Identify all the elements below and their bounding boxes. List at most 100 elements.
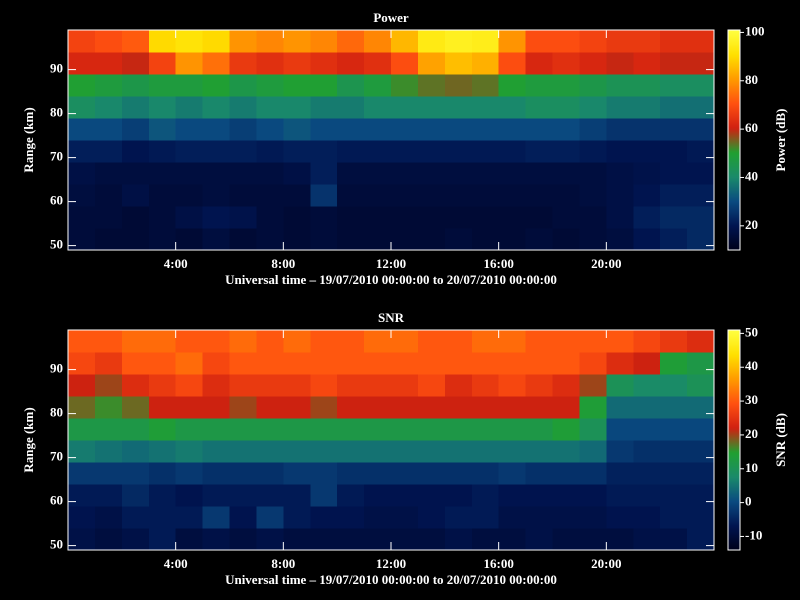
heatmap-cell (471, 506, 500, 529)
heatmap-cell (633, 140, 661, 163)
colorbar-segment (728, 452, 740, 455)
heatmap-cell (471, 528, 500, 551)
heatmap-cell (498, 506, 527, 529)
heatmap-cell (283, 484, 311, 507)
colorbar-segment (728, 430, 740, 433)
heatmap-cell (391, 228, 419, 251)
heatmap-cell (498, 96, 527, 119)
heatmap-cell (121, 418, 150, 441)
heatmap-cell (148, 184, 177, 207)
heatmap-cell (525, 528, 553, 551)
colorbar-segment (728, 488, 740, 491)
colorbar-segment (728, 86, 740, 89)
heatmap-cell (444, 162, 473, 185)
heatmap-cell (552, 418, 580, 441)
heatmap-cell (283, 440, 311, 463)
colorbar-segment (728, 388, 740, 391)
colorbar-segment (728, 168, 740, 171)
heatmap-cell (202, 440, 230, 463)
x-tick-label: 12:00 (376, 556, 406, 571)
colorbar-segment (728, 98, 740, 101)
heatmap-cell (310, 440, 338, 463)
heatmap-cell (121, 330, 150, 353)
colorbar-segment (728, 512, 740, 515)
heatmap-cell (229, 440, 257, 463)
heatmap-cell (579, 440, 607, 463)
colorbar-segment (728, 110, 740, 113)
heatmap-cell (498, 374, 527, 397)
heatmap-cell (229, 74, 257, 97)
heatmap-cell (256, 206, 284, 229)
heatmap-cell (364, 228, 392, 251)
heatmap-cell (552, 440, 580, 463)
colorbar-segment (728, 360, 740, 363)
colorbar-segment (728, 522, 740, 525)
heatmap-cell (148, 140, 177, 163)
heatmap-cell (525, 96, 553, 119)
colorbar-segment (728, 538, 740, 541)
colorbar-segment (728, 516, 740, 519)
heatmap-cell (552, 52, 580, 75)
heatmap-cell (579, 96, 607, 119)
heatmap-cell (310, 462, 338, 485)
heatmap-cell (94, 184, 123, 207)
colorbar-segment (728, 140, 740, 143)
heatmap-cell (310, 484, 338, 507)
heatmap-cell (552, 462, 580, 485)
colorbar-segment (728, 534, 740, 537)
colorbar-segment (728, 492, 740, 495)
heatmap-cell (687, 374, 715, 397)
heatmap-cell (364, 30, 392, 53)
colorbar-segment (728, 390, 740, 393)
x-tick-label: 16:00 (483, 556, 513, 571)
colorbar-segment (728, 144, 740, 147)
colorbar-segment (728, 56, 740, 59)
heatmap-cell (417, 30, 446, 53)
heatmap-cell (471, 352, 500, 375)
colorbar-segment (728, 232, 740, 235)
colorbar-segment (728, 408, 740, 411)
colorbar-segment (728, 406, 740, 409)
heatmap-cell (94, 418, 123, 441)
heatmap-cell (687, 330, 715, 353)
colorbar-segment (728, 36, 740, 39)
heatmap-cell (94, 484, 123, 507)
colorbar-segment (728, 404, 740, 407)
heatmap-cell (444, 484, 473, 507)
colorbar-segment (728, 68, 740, 71)
heatmap-cell (471, 140, 500, 163)
heatmap-cell (687, 352, 715, 375)
heatmap-cell (633, 462, 661, 485)
colorbar-segment (728, 100, 740, 103)
colorbar-tick-label: 40 (745, 358, 758, 373)
colorbar-segment (728, 30, 740, 33)
colorbar-segment (728, 472, 740, 475)
heatmap-cell (498, 162, 527, 185)
colorbar-segment (728, 448, 740, 451)
colorbar-segment (728, 42, 740, 45)
colorbar-segment (728, 230, 740, 233)
heatmap-cell (525, 30, 553, 53)
heatmap-cell (175, 184, 204, 207)
heatmap-cell (660, 184, 688, 207)
colorbar-segment (728, 398, 740, 401)
heatmap-cell (417, 396, 446, 419)
heatmap-cell (444, 462, 473, 485)
heatmap-cell (579, 74, 607, 97)
colorbar-segment (728, 106, 740, 109)
colorbar-segment (728, 198, 740, 201)
heatmap-cell (94, 396, 123, 419)
heatmap-cell (283, 52, 311, 75)
heatmap-cell (337, 484, 365, 507)
heatmap-cell (525, 206, 553, 229)
heatmap-cell (444, 118, 473, 141)
heatmap-cell (687, 74, 715, 97)
heatmap-cell (687, 462, 715, 485)
heatmap-cell (175, 206, 204, 229)
heatmap-cell (202, 30, 230, 53)
heatmap-cell (552, 206, 580, 229)
y-tick-label: 70 (50, 149, 63, 164)
heatmap-cell (121, 484, 150, 507)
heatmap-cell (364, 74, 392, 97)
colorbar-segment (728, 462, 740, 465)
